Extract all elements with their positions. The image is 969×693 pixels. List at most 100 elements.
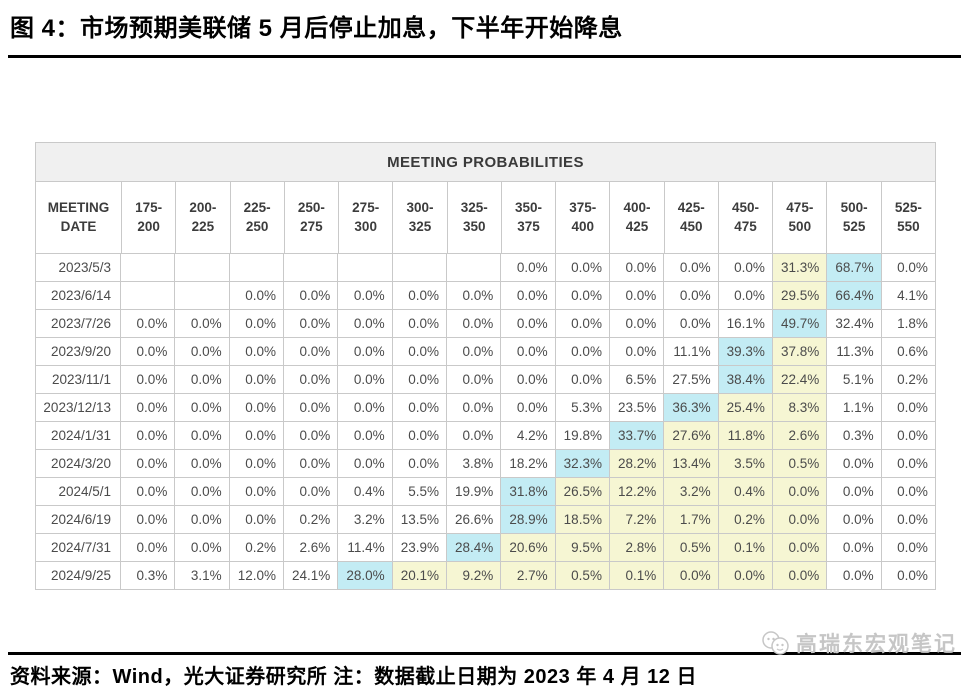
probability-cell: 0.0% [121,422,176,449]
probability-cell: 9.2% [446,562,502,589]
probability-cell: 5.3% [556,394,610,421]
meeting-date-cell: 2024/9/25 [36,562,121,589]
probability-cell: 31.3% [772,254,828,281]
probability-cell: 0.0% [230,366,284,393]
probability-cell: 18.2% [501,450,556,477]
probability-cell: 0.0% [556,366,610,393]
probability-cell: 0.3% [827,422,882,449]
probability-cell: 0.4% [338,478,393,505]
meeting-date-cell: 2024/6/19 [36,506,121,533]
table-row: 2024/5/1 0.0% 0.0% 0.0% 0.0% 0.4% 5.5% 19.9% 31.… [36,478,935,506]
probability-cell: 27.5% [664,366,719,393]
probability-cell: 25.4% [718,394,773,421]
probability-cell: 38.4% [718,366,773,393]
table-row: 2024/3/20 0.0% 0.0% 0.0% 0.0% 0.0% 0.0% 3.8% 18.… [36,450,935,478]
probability-cell: 0.0% [121,338,176,365]
probability-cell: 0.0% [719,254,773,281]
meeting-date-cell: 2023/12/13 [36,394,121,421]
probability-cell: 49.7% [772,310,828,337]
probability-cell: 12.2% [609,478,665,505]
probability-cell: 0.0% [718,562,773,589]
probability-cell: 3.1% [175,562,230,589]
probability-cell: 0.0% [284,282,339,309]
probability-cell: 0.0% [827,478,882,505]
probability-cell: 2.6% [772,422,828,449]
probability-cell: 0.0% [284,450,339,477]
probability-cell: 20.6% [501,534,556,561]
probability-cell: 0.0% [121,310,176,337]
rate-column-header: 325- 350 [448,182,502,253]
probability-cell: 0.2% [718,506,773,533]
probability-cell: 0.0% [175,366,230,393]
probability-cell: 24.1% [284,562,339,589]
probability-cell: 0.0% [393,394,447,421]
probability-cell: 8.3% [772,394,828,421]
probability-cell: 20.1% [392,562,447,589]
meeting-date-cell: 2023/5/3 [36,254,121,281]
table-row: 2023/6/14 0.0% 0.0% 0.0% 0.0% 0.0% 0.0% 0.0% 0.0… [36,282,935,310]
probability-cell: 0.0% [284,366,339,393]
figure-title: 图 4：市场预期美联储 5 月后停止加息，下半年开始降息 [10,15,623,42]
probability-cell: 11.1% [664,338,719,365]
rate-column-header: 475- 500 [773,182,828,253]
probability-cell: 68.7% [827,254,882,281]
probability-cell: 0.0% [338,450,393,477]
probability-cell: 0.2% [230,534,284,561]
probability-cell: 0.0% [827,506,882,533]
probability-cell: 0.0% [501,366,556,393]
probability-cell: 0.0% [175,338,230,365]
probability-cell: 26.5% [555,478,610,505]
probability-cell [284,254,339,281]
probability-cell: 0.0% [447,366,502,393]
probability-cell: 29.5% [772,282,828,309]
probability-cell: 32.4% [827,310,882,337]
probability-cell: 1.1% [827,394,882,421]
rate-column-header: 375- 400 [556,182,611,253]
probability-cell: 0.0% [664,310,719,337]
probability-cell: 0.0% [447,394,502,421]
probability-cell: 22.4% [772,366,828,393]
probability-cell: 11.3% [827,338,882,365]
table-row: 2023/5/3 0.0% 0.0% 0.0% 0.0% 0.0% 31.3% 68.7% 0.… [36,254,935,282]
probability-cell: 0.5% [555,562,610,589]
table-body: 2023/5/3 0.0% 0.0% 0.0% 0.0% 0.0% 31.3% 68.7% 0.… [36,254,935,589]
probability-cell: 2.6% [284,534,339,561]
probability-cell: 37.8% [772,338,828,365]
probability-cell: 0.0% [230,506,284,533]
rate-column-header: 275- 300 [339,182,394,253]
probability-cell: 3.5% [718,450,773,477]
probability-cell: 0.0% [230,450,284,477]
table-row: 2023/12/13 0.0% 0.0% 0.0% 0.0% 0.0% 0.0% 0.0% 0.… [36,394,935,422]
probability-cell: 0.0% [338,366,393,393]
probability-cell: 0.0% [772,534,828,561]
rate-column-header: 450- 475 [719,182,774,253]
probability-cell: 0.0% [338,338,393,365]
probability-cell: 12.0% [230,562,284,589]
probability-cell: 0.0% [393,338,447,365]
rate-column-header: 175- 200 [122,182,177,253]
probability-cell: 66.4% [827,282,882,309]
probability-cell: 0.0% [121,366,176,393]
meeting-date-cell: 2023/6/14 [36,282,121,309]
probability-cell: 36.3% [664,394,719,421]
probability-cell: 0.1% [609,562,665,589]
probability-cell [230,254,284,281]
footer-divider-line [8,652,961,655]
probability-cell: 0.0% [501,394,556,421]
probability-cell: 1.7% [664,506,719,533]
probability-cell: 0.5% [664,534,719,561]
probability-cell: 0.0% [230,478,284,505]
probability-cell: 3.8% [447,450,502,477]
probability-cell: 0.0% [827,450,882,477]
source-note: 资料来源：Wind，光大证券研究所 注：数据截止日期为 2023 年 4 月 1… [10,666,697,688]
probability-cell: 0.0% [501,282,556,309]
probability-cell: 0.0% [175,394,230,421]
probability-cell: 0.0% [897,484,928,499]
probability-cell: 1.8% [897,316,928,331]
probability-cell: 0.0% [175,310,230,337]
probability-cell: 0.4% [718,478,773,505]
probability-cell: 6.5% [610,366,665,393]
rate-column-header: 300- 325 [393,182,448,253]
table-header-row: MEETING DATE 175- 200 200- 225 225- 250 250- 275 2… [36,182,935,254]
probability-cell: 0.1% [718,534,773,561]
